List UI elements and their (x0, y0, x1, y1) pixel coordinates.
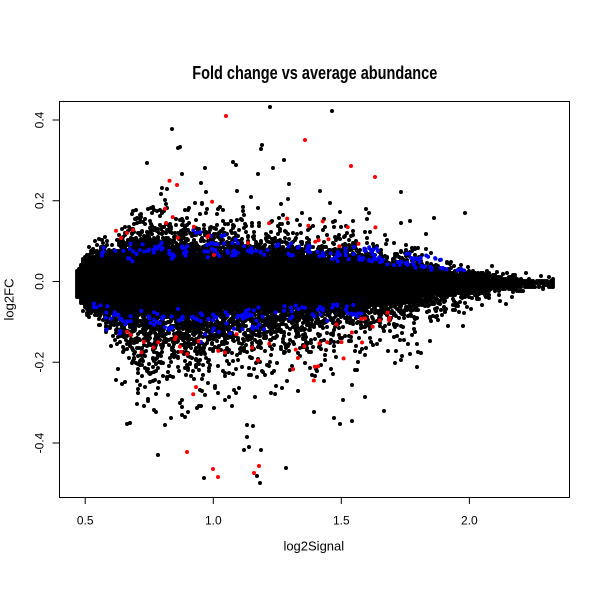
svg-text:0.4: 0.4 (33, 111, 47, 128)
svg-text:-0.2: -0.2 (33, 352, 47, 373)
svg-text:log2FC: log2FC (2, 279, 17, 321)
svg-text:-0.4: -0.4 (33, 432, 47, 453)
svg-text:2.0: 2.0 (461, 514, 478, 528)
svg-text:log2Signal: log2Signal (283, 539, 344, 554)
svg-text:0.2: 0.2 (33, 192, 47, 209)
svg-text:0.5: 0.5 (77, 514, 94, 528)
svg-text:Fold change vs average abundan: Fold change vs average abundance (192, 62, 437, 83)
svg-text:1.0: 1.0 (205, 514, 222, 528)
svg-text:1.5: 1.5 (333, 514, 350, 528)
svg-text:0.0: 0.0 (33, 273, 47, 290)
